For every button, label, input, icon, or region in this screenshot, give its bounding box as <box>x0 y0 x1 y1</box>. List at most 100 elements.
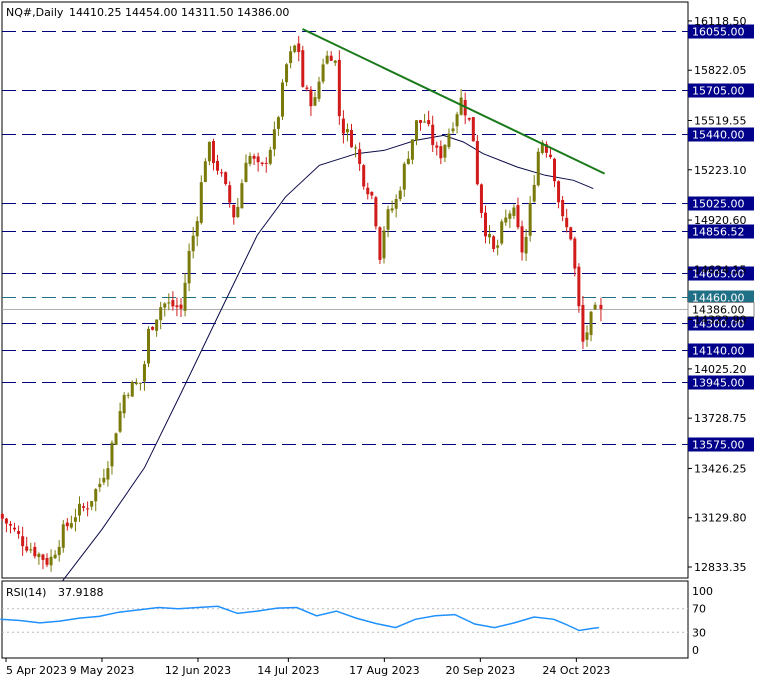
candle-down <box>25 546 29 551</box>
time-tick-label: 9 May 2023 <box>70 664 135 677</box>
candle-up <box>524 236 528 254</box>
candle-up <box>207 141 211 162</box>
candle-up <box>504 217 508 223</box>
candle-up <box>528 202 532 236</box>
candle-down <box>439 146 443 159</box>
candle-down <box>86 508 90 510</box>
candle-up <box>167 302 171 304</box>
candle-down <box>427 120 431 125</box>
candle-up <box>240 183 244 209</box>
rsi-panel: 100 70 30 0 <box>0 585 713 657</box>
candle-down <box>297 43 301 53</box>
candle-up <box>390 208 394 211</box>
level-label-box <box>688 290 754 305</box>
candle-down <box>45 557 49 565</box>
candle-up <box>90 500 94 507</box>
level-label: 14856.52 <box>692 226 745 239</box>
level-label: 14460.00 <box>692 292 745 305</box>
candle-up <box>394 199 398 209</box>
candles <box>0 35 603 572</box>
candle-up <box>321 64 325 82</box>
candle-down <box>569 227 573 240</box>
candle-down <box>419 120 423 123</box>
candle-up <box>589 311 593 335</box>
candle-down <box>171 300 175 307</box>
time-axis: 5 Apr 2023 9 May 2023 12 Jun 2023 14 Jul 20… <box>5 658 610 677</box>
candle-down <box>483 212 487 237</box>
candle-up <box>406 158 410 165</box>
candle-down <box>264 162 268 164</box>
candle-down <box>378 227 382 260</box>
candle-down <box>561 200 565 217</box>
level-label-box <box>688 437 754 452</box>
rsi-tick-label: 30 <box>692 626 706 639</box>
rsi-tick-label: 100 <box>692 585 713 598</box>
candle-up <box>345 129 349 133</box>
level-label: 15440.00 <box>692 129 745 142</box>
candle-down <box>216 160 220 171</box>
level-label-box <box>688 375 754 390</box>
candle-up <box>122 394 126 414</box>
candle-down <box>577 266 581 307</box>
candle-up <box>147 328 151 364</box>
candle-down <box>4 518 8 524</box>
current-price-label: 14386.00 <box>692 304 745 317</box>
candle-up <box>106 468 110 480</box>
moving-average-line <box>62 134 594 582</box>
candle-up <box>183 282 187 311</box>
candle-down <box>358 149 362 164</box>
candle-up <box>447 133 451 147</box>
candle-down <box>548 154 552 158</box>
candle-down <box>33 546 37 557</box>
time-tick-label: 17 Aug 2023 <box>349 664 419 677</box>
candle-down <box>151 326 155 330</box>
candle-down <box>581 304 585 342</box>
price-tick-label: 13426.25 <box>694 462 747 475</box>
candle-up <box>138 382 142 384</box>
candle-down <box>573 238 577 269</box>
candle-up <box>354 147 358 149</box>
candle-down <box>232 204 236 218</box>
candle-down <box>305 87 309 89</box>
current-price-box <box>687 302 755 317</box>
candle-down <box>492 236 496 249</box>
level-label-box <box>688 316 754 331</box>
level-label: 15705.00 <box>692 85 745 98</box>
level-label-box <box>688 224 754 239</box>
candle-down <box>329 55 333 61</box>
candle-down <box>211 141 215 163</box>
symbol-label: NQ#,Daily <box>6 6 64 19</box>
ohlc-label: 14410.25 14454.00 14311.50 14386.00 <box>69 6 289 19</box>
candle-down <box>475 141 479 185</box>
candle-up <box>236 206 240 218</box>
price-tick-label: 13129.80 <box>694 512 747 525</box>
candle-down <box>175 305 179 308</box>
candle-up <box>195 221 199 237</box>
candle-down <box>309 89 313 107</box>
price-tick-label: 16118.50 <box>694 15 747 28</box>
candle-up <box>114 433 118 445</box>
candle-up <box>98 483 102 488</box>
candle-down <box>82 506 86 508</box>
candle-up <box>268 149 272 164</box>
candle-up <box>410 139 414 160</box>
candle-down <box>0 514 4 519</box>
rsi-name-label: RSI(14) <box>6 586 46 599</box>
level-label-box <box>688 83 754 98</box>
candle-up <box>57 546 61 556</box>
price-tick-label: 14025.20 <box>694 363 747 376</box>
candle-up <box>402 163 406 190</box>
price-tick-label: 14624.15 <box>694 263 747 276</box>
candle-up <box>325 55 329 64</box>
candle-up <box>276 117 280 129</box>
candle-up <box>540 142 544 153</box>
candle-up <box>455 114 459 127</box>
candle-down <box>301 50 305 87</box>
candle-up <box>203 161 207 183</box>
candle-up <box>187 250 191 284</box>
candle-down <box>479 184 483 213</box>
candle-down <box>370 192 374 196</box>
level-label: 14140.00 <box>692 345 745 358</box>
candle-up <box>73 517 77 522</box>
candle-up <box>155 319 159 331</box>
